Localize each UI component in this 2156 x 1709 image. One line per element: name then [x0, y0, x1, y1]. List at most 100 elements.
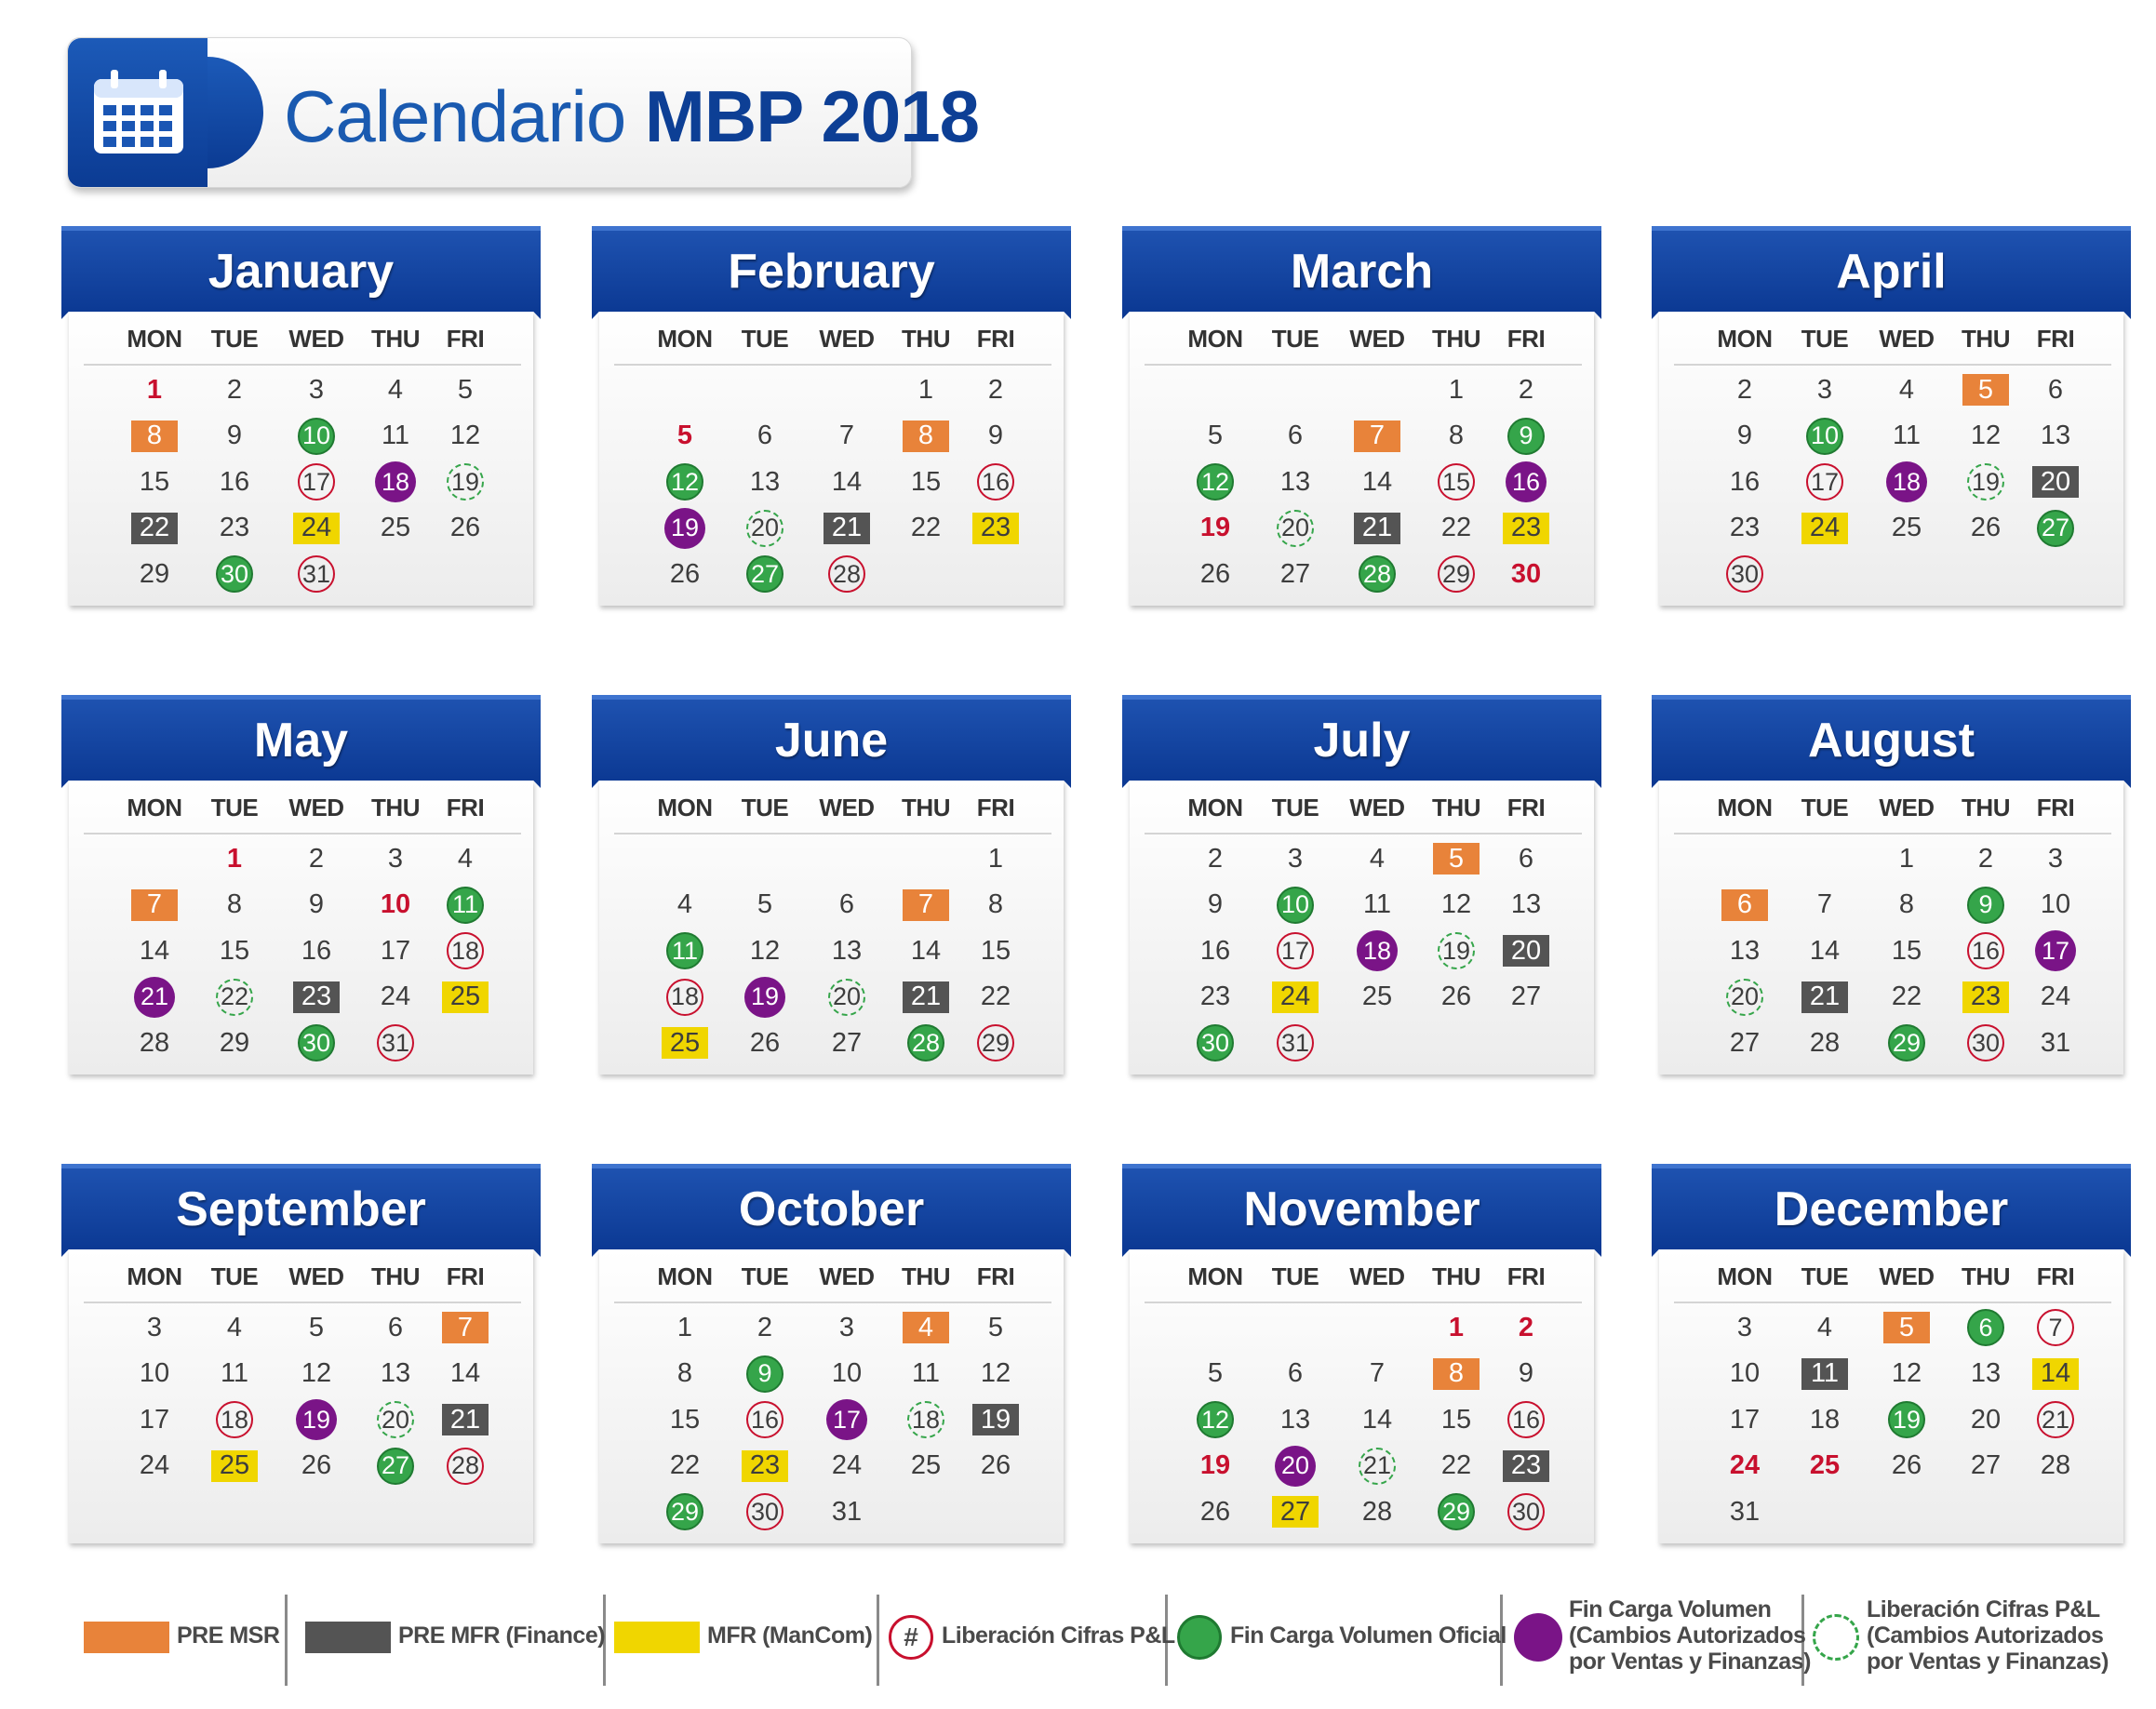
- day-january-10: 10: [298, 417, 335, 455]
- weekday-header-row: [1674, 1249, 2111, 1303]
- weekday-mon: MON: [1717, 794, 1773, 821]
- day-june-4: 4: [676, 889, 693, 919]
- day-may-21: 21: [135, 977, 174, 1017]
- weekday-tue: TUE: [210, 1262, 259, 1290]
- day-october-18: 18: [907, 1401, 944, 1438]
- month-june: MON TUE WED THU FRI 1 4 5 6 7 8 11 12 13 14 15 18 19 20 21 2…: [592, 695, 1071, 1086]
- day-june-29: 29: [977, 1024, 1014, 1061]
- weekday-fri: FRI: [2036, 794, 2075, 821]
- day-november-13: 13: [1279, 1404, 1311, 1435]
- legend-label-lib-pl: Liberación Cifras P&L: [942, 1622, 1175, 1649]
- day-november-22: 22: [1440, 1450, 1472, 1480]
- weekday-thu: THU: [1432, 1262, 1480, 1290]
- legend-separator: [877, 1595, 879, 1686]
- day-november-21: 21: [1359, 1447, 1396, 1485]
- weekday-header-row: [1145, 1249, 1582, 1303]
- day-september-10: 10: [139, 1358, 170, 1388]
- day-october-9: 9: [746, 1355, 783, 1393]
- weekday-thu: THU: [1962, 325, 2010, 353]
- legend-separator: [1801, 1595, 1804, 1686]
- legend-swatch-fin-autorizado: [1514, 1613, 1562, 1662]
- weekday-fri: FRI: [2036, 325, 2075, 353]
- month-header: August: [1652, 695, 2131, 788]
- legend-separator: [603, 1595, 606, 1686]
- weekday-thu: THU: [1962, 794, 2010, 821]
- day-january-24: 24: [293, 512, 340, 544]
- day-june-8: 8: [987, 889, 1004, 919]
- day-january-3: 3: [308, 374, 325, 405]
- day-october-25: 25: [910, 1450, 942, 1480]
- month-name: May: [253, 713, 349, 768]
- day-october-22: 22: [669, 1450, 701, 1480]
- day-november-23: 23: [1503, 1449, 1549, 1482]
- day-september-4: 4: [226, 1312, 243, 1342]
- weekday-thu: THU: [371, 1262, 420, 1290]
- day-october-12: 12: [980, 1358, 1011, 1388]
- day-august-16: 16: [1967, 932, 2004, 969]
- weekday-mon: MON: [1187, 1262, 1243, 1290]
- day-january-26: 26: [449, 513, 481, 542]
- weekday-fri: FRI: [976, 794, 1015, 821]
- day-march-15: 15: [1438, 463, 1475, 501]
- day-august-9: 9: [1967, 886, 2004, 924]
- day-november-5: 5: [1207, 1358, 1224, 1388]
- day-october-2: 2: [757, 1312, 773, 1342]
- day-february-13: 13: [749, 466, 781, 497]
- day-september-3: 3: [146, 1312, 163, 1342]
- day-february-1: 1: [917, 374, 934, 405]
- title-icon-tab: [208, 57, 263, 168]
- day-march-16: 16: [1507, 462, 1546, 501]
- day-august-2: 2: [1977, 843, 1994, 874]
- day-october-10: 10: [831, 1358, 863, 1388]
- day-november-20: 20: [1276, 1446, 1315, 1486]
- day-february-7: 7: [838, 421, 855, 450]
- day-january-11: 11: [381, 421, 410, 450]
- day-december-26: 26: [1891, 1450, 1922, 1480]
- legend-hash-symbol: #: [904, 1622, 918, 1651]
- day-august-1: 1: [1898, 843, 1915, 874]
- day-december-5: 5: [1883, 1312, 1930, 1343]
- day-march-30: 30: [1510, 558, 1542, 589]
- day-january-12: 12: [449, 421, 481, 450]
- day-february-8: 8: [903, 420, 949, 452]
- weekday-wed: WED: [1349, 325, 1405, 353]
- day-february-19: 19: [665, 508, 704, 548]
- day-august-23: 23: [1962, 981, 2009, 1013]
- weekday-wed: WED: [819, 794, 875, 821]
- day-july-20: 20: [1503, 935, 1549, 967]
- day-august-3: 3: [2047, 843, 2064, 874]
- weekday-thu: THU: [902, 1262, 950, 1290]
- day-december-19: 19: [1888, 1401, 1925, 1438]
- day-may-11: 11: [447, 886, 484, 924]
- day-december-10: 10: [1729, 1358, 1761, 1388]
- day-september-19: 19: [297, 1400, 336, 1439]
- day-october-8: 8: [676, 1358, 693, 1388]
- day-march-13: 13: [1279, 466, 1311, 497]
- day-april-30: 30: [1726, 555, 1763, 593]
- weekday-header-row: [1145, 781, 1582, 834]
- weekday-thu: THU: [1432, 794, 1480, 821]
- day-june-19: 19: [745, 977, 784, 1017]
- day-january-4: 4: [387, 374, 404, 405]
- day-february-16: 16: [977, 463, 1014, 501]
- day-august-21: 21: [1801, 981, 1848, 1013]
- day-april-3: 3: [1816, 374, 1833, 405]
- day-july-30: 30: [1197, 1024, 1234, 1061]
- day-may-3: 3: [387, 843, 404, 874]
- month-name: July: [1313, 713, 1411, 768]
- month-name: October: [738, 1182, 925, 1236]
- day-april-2: 2: [1736, 374, 1753, 405]
- day-april-10: 10: [1806, 417, 1843, 455]
- day-july-3: 3: [1287, 843, 1304, 874]
- weekday-fri: FRI: [976, 325, 1015, 353]
- day-october-15: 15: [669, 1404, 701, 1435]
- day-may-25: 25: [442, 981, 489, 1013]
- day-may-10: 10: [380, 889, 411, 919]
- month-may: MON TUE WED THU FRI 1 2 3 4 7 8 9 10 11 14 15 16 17 18 21 22…: [61, 695, 541, 1086]
- day-december-6: 6: [1967, 1309, 2004, 1346]
- day-december-27: 27: [1970, 1450, 2002, 1480]
- day-april-25: 25: [1891, 513, 1922, 542]
- weekday-mon: MON: [127, 794, 182, 821]
- day-october-19: 19: [972, 1404, 1019, 1435]
- legend-swatch-mfr: [614, 1622, 700, 1653]
